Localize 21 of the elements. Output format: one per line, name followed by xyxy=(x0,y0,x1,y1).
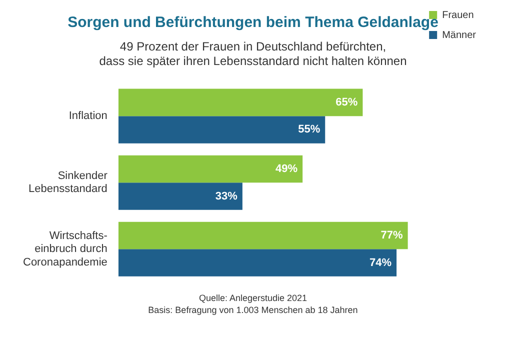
chart-title: Sorgen und Befürchtungen beim Thema Geldanlage xyxy=(68,14,438,32)
data-label: 65% xyxy=(336,96,358,108)
bar xyxy=(118,116,326,144)
bar xyxy=(118,222,408,250)
y-tick-label: Sinkender Lebensstandard xyxy=(28,170,108,196)
source-note: Quelle: Anlegerstudie 2021 xyxy=(198,292,308,304)
bar xyxy=(118,182,242,210)
bar xyxy=(118,155,303,183)
legend-label: Männer xyxy=(442,30,477,41)
data-label: 55% xyxy=(298,124,320,136)
legend-label: Frauen xyxy=(442,10,474,21)
y-tick-label: Wirtschafts- einbruch durch Coronapandemie xyxy=(23,230,108,268)
bar xyxy=(118,88,363,116)
data-label: 74% xyxy=(370,256,392,269)
data-label: 77% xyxy=(380,230,404,242)
data-label: 33% xyxy=(215,190,238,202)
bar xyxy=(118,249,397,276)
chart-subtitle: 49 Prozent der Frauen in Deutschland befürchten, dass sie später ihren Lebensstandard nicht halten können xyxy=(99,40,407,68)
data-label: 49% xyxy=(276,162,298,175)
text: Basis: Befragung von 1.003 Menschen ab 18 Jahren xyxy=(147,304,359,316)
y-tick-label: Inflation xyxy=(68,110,108,122)
